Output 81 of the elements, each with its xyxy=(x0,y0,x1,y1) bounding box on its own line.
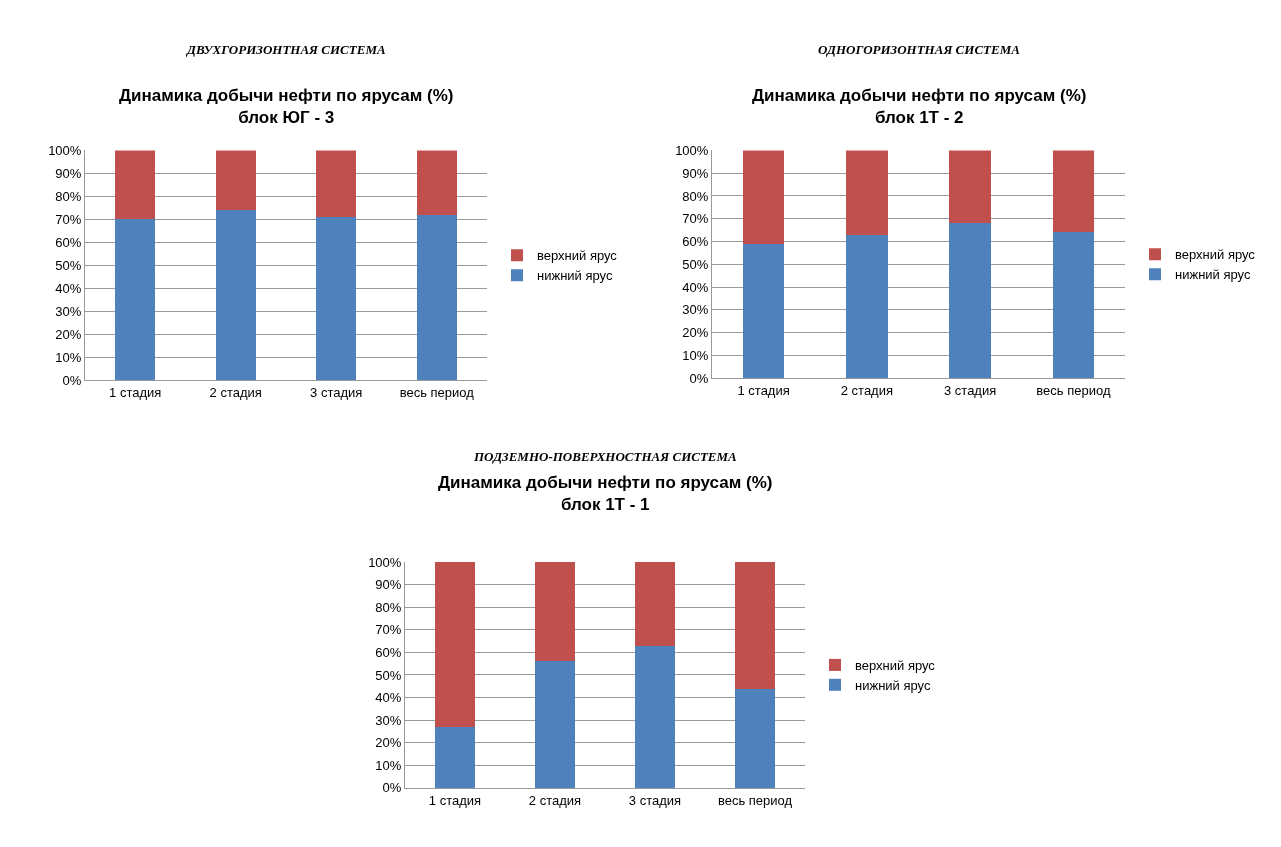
y-tick-label: 100% xyxy=(675,142,709,158)
bar xyxy=(742,150,785,244)
x-tick-label: 3 стадия xyxy=(943,382,997,398)
bar xyxy=(115,150,156,220)
bar xyxy=(416,214,457,381)
legend-label: нижний ярус xyxy=(855,677,931,693)
chart-subtitle: ОДНОГОРИЗОНТНАЯ СИСТЕМА xyxy=(818,42,1021,57)
y-tick-label: 40% xyxy=(55,280,82,296)
bar xyxy=(435,561,475,727)
legend-label: нижний ярус xyxy=(537,268,613,284)
chart-subtitle: ПОДЗЕМНО-ПОВЕРХНОСТНАЯ СИСТЕМА xyxy=(473,449,738,464)
y-tick-label: 50% xyxy=(682,256,709,272)
y-tick-label: 40% xyxy=(682,279,709,295)
y-tick-label: 90% xyxy=(375,577,402,593)
y-tick-label: 100% xyxy=(48,142,82,158)
y-tick-label: 30% xyxy=(375,712,402,728)
y-tick-label: 60% xyxy=(375,644,402,660)
x-tick-label: 1 стадия xyxy=(428,792,482,808)
y-tick-label: 10% xyxy=(375,757,402,773)
bar xyxy=(535,561,575,662)
x-tick-label: весь период xyxy=(717,792,793,808)
bar xyxy=(635,561,675,646)
legend-label: верхний ярус xyxy=(855,657,936,673)
y-tick-label: 0% xyxy=(62,372,82,388)
chart-subtitle: ДВУХГОРИЗОНТНАЯ СИСТЕМА xyxy=(186,42,386,57)
y-tick-label: 50% xyxy=(55,257,82,273)
x-tick-label: 3 стадия xyxy=(628,792,682,808)
bar xyxy=(435,726,475,788)
bar xyxy=(316,217,357,381)
y-tick-label: 70% xyxy=(55,211,82,227)
bar xyxy=(635,645,675,788)
bar xyxy=(1052,232,1095,379)
y-tick-label: 20% xyxy=(375,735,402,751)
bar xyxy=(416,150,457,215)
y-tick-label: 60% xyxy=(55,234,82,250)
x-tick-label: 1 стадия xyxy=(737,382,790,398)
y-tick-label: 70% xyxy=(682,211,709,227)
chart-title: Динамика добычи нефти по ярусам (%) блок ЮГ - 3 xyxy=(119,86,454,128)
legend-label: нижний ярус xyxy=(1175,267,1251,283)
y-tick-label: 90% xyxy=(682,165,709,181)
y-tick-label: 80% xyxy=(682,188,709,204)
x-tick-label: весь период xyxy=(399,384,475,400)
bar xyxy=(949,223,991,379)
y-tick-label: 90% xyxy=(55,165,82,181)
y-tick-label: 60% xyxy=(682,234,709,250)
y-tick-label: 80% xyxy=(375,599,402,615)
y-tick-label: 20% xyxy=(682,325,709,341)
chart-title: Динамика добычи нефти по ярусам (%) блок 1Т - 1 xyxy=(438,473,773,515)
y-tick-label: 10% xyxy=(682,348,709,364)
y-tick-label: 30% xyxy=(55,303,82,319)
x-tick-label: 2 стадия xyxy=(840,382,894,398)
bar xyxy=(846,234,888,379)
y-tick-label: 0% xyxy=(382,780,402,796)
y-tick-label: 20% xyxy=(55,326,82,342)
y-tick-label: 80% xyxy=(55,188,82,204)
bar xyxy=(735,688,775,788)
bar xyxy=(1052,150,1095,233)
x-tick-label: 3 стадия xyxy=(310,384,363,400)
x-tick-label: 1 стадия xyxy=(109,384,162,400)
bar xyxy=(949,150,991,224)
y-tick-label: 100% xyxy=(368,554,402,570)
y-tick-label: 10% xyxy=(55,349,82,365)
bar xyxy=(535,661,575,788)
y-tick-label: 50% xyxy=(375,667,402,683)
bar xyxy=(215,150,256,211)
y-tick-label: 0% xyxy=(689,370,709,386)
bar xyxy=(846,150,888,235)
legend-label: верхний ярус xyxy=(537,248,618,264)
chart-title: Динамика добычи нефти по ярусам (%) блок 1Т - 2 xyxy=(752,86,1087,128)
bar xyxy=(742,243,785,379)
bar xyxy=(735,561,775,689)
y-tick-label: 30% xyxy=(682,302,709,318)
x-tick-label: 2 стадия xyxy=(209,384,262,400)
bar xyxy=(215,210,256,381)
legend-label: верхний ярус xyxy=(1175,247,1256,263)
y-tick-label: 40% xyxy=(375,690,402,706)
y-tick-label: 70% xyxy=(375,622,402,638)
bar xyxy=(316,150,357,218)
x-tick-label: 2 стадия xyxy=(528,792,582,808)
x-tick-label: весь период xyxy=(1036,382,1111,398)
bar xyxy=(115,219,156,381)
